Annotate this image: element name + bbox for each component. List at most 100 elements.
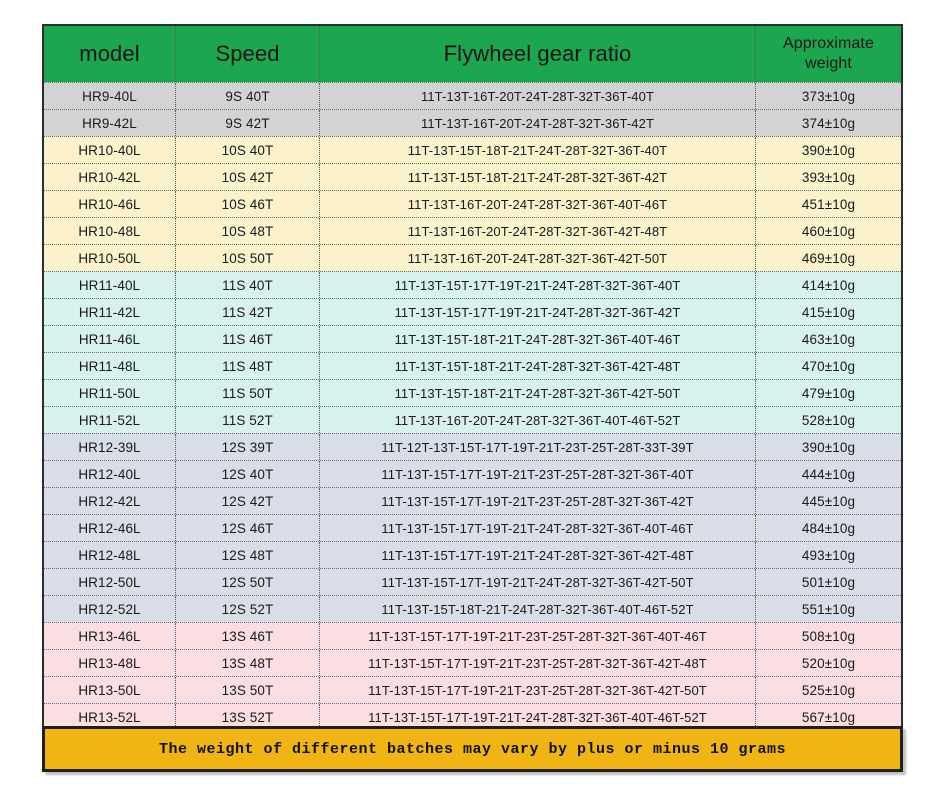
cell-model: HR12-50L	[44, 569, 176, 595]
cell-speed: 10S 46T	[176, 191, 320, 217]
cell-weight: 484±10g	[801, 520, 856, 536]
cell-model: HR12-48L	[44, 542, 176, 568]
cell-weight: 374±10g	[801, 115, 856, 131]
cell-model: HR10-42L	[44, 164, 176, 190]
cell-speed: 12S 42T	[176, 488, 320, 514]
cell-model: HR12-40L	[44, 461, 176, 487]
cell-model: HR10-48L	[44, 218, 176, 244]
cell-model: HR11-52L	[44, 407, 176, 433]
cell-model: HR13-50L	[44, 677, 176, 703]
cell-model: HR12-39L	[44, 434, 176, 460]
cell-weight: 393±10g	[801, 169, 856, 185]
cell-model: HR12-52L	[44, 596, 176, 622]
cell-model: HR13-48L	[44, 650, 176, 676]
table-row: HR13-46L 13S 46T 11T-13T-15T-17T-19T-21T…	[44, 622, 901, 649]
table-row: HR11-50L 11S 50T 11T-13T-15T-18T-21T-24T…	[44, 379, 901, 406]
table-row: HR12-42L 12S 42T 11T-13T-15T-17T-19T-21T…	[44, 487, 901, 514]
cell-model: HR11-46L	[44, 326, 176, 352]
cell-ratio: 11T-13T-15T-18T-21T-24T-28T-32T-36T-42T-…	[320, 353, 756, 379]
table-row: HR13-48L 13S 48T 11T-13T-15T-17T-19T-21T…	[44, 649, 901, 676]
cell-weight: 508±10g	[801, 628, 856, 644]
table-row: HR11-42L 11S 42T 11T-13T-15T-17T-19T-21T…	[44, 298, 901, 325]
cell-speed: 11S 42T	[176, 299, 320, 325]
table-row: HR13-52L 13S 52T 11T-13T-15T-17T-19T-21T…	[44, 703, 901, 730]
cell-speed: 11S 48T	[176, 353, 320, 379]
cell-ratio: 11T-13T-16T-20T-24T-28T-32T-36T-42T	[320, 110, 756, 136]
cell-speed: 9S 42T	[176, 110, 320, 136]
cell-weight: 414±10g	[801, 277, 856, 293]
table-header-row: model Speed Flywheel gear ratio Approxim…	[44, 26, 901, 82]
cell-ratio: 11T-12T-13T-15T-17T-19T-21T-23T-25T-28T-…	[320, 434, 756, 460]
cell-speed: 12S 39T	[176, 434, 320, 460]
cell-weight: 551±10g	[801, 601, 856, 617]
cell-ratio: 11T-13T-15T-17T-19T-21T-24T-28T-32T-36T-…	[320, 542, 756, 568]
cell-model: HR13-52L	[44, 704, 176, 730]
column-header-weight: Approximate weight	[783, 35, 874, 72]
table-row: HR11-48L 11S 48T 11T-13T-15T-18T-21T-24T…	[44, 352, 901, 379]
table-row: HR10-50L 10S 50T 11T-13T-16T-20T-24T-28T…	[44, 244, 901, 271]
spec-table: model Speed Flywheel gear ratio Approxim…	[42, 24, 903, 732]
cell-model: HR11-40L	[44, 272, 176, 298]
cell-ratio: 11T-13T-15T-17T-19T-21T-24T-28T-32T-36T-…	[320, 569, 756, 595]
cell-weight: 390±10g	[801, 142, 856, 158]
cell-speed: 10S 50T	[176, 245, 320, 271]
cell-ratio: 11T-13T-15T-17T-19T-21T-23T-25T-28T-32T-…	[320, 488, 756, 514]
cell-speed: 12S 50T	[176, 569, 320, 595]
cell-weight: 460±10g	[801, 223, 856, 239]
cell-ratio: 11T-13T-15T-17T-19T-21T-23T-25T-28T-32T-…	[320, 623, 756, 649]
cell-model: HR12-46L	[44, 515, 176, 541]
footer-note-text: The weight of different batches may vary…	[158, 740, 787, 758]
table-row: HR11-46L 11S 46T 11T-13T-15T-18T-21T-24T…	[44, 325, 901, 352]
cell-model: HR11-42L	[44, 299, 176, 325]
table-row: HR10-42L 10S 42T 11T-13T-15T-18T-21T-24T…	[44, 163, 901, 190]
cell-weight: 390±10g	[801, 439, 856, 455]
cell-weight: 528±10g	[801, 412, 856, 428]
table-row: HR10-40L 10S 40T 11T-13T-15T-18T-21T-24T…	[44, 136, 901, 163]
cell-speed: 10S 42T	[176, 164, 320, 190]
cell-ratio: 11T-13T-15T-17T-19T-21T-23T-25T-28T-32T-…	[320, 650, 756, 676]
cell-model: HR11-50L	[44, 380, 176, 406]
cell-ratio: 11T-13T-15T-18T-21T-24T-28T-32T-36T-42T-…	[320, 380, 756, 406]
cell-speed: 13S 48T	[176, 650, 320, 676]
cell-weight: 373±10g	[801, 88, 856, 104]
cell-model: HR9-42L	[44, 110, 176, 136]
table-row: HR12-50L 12S 50T 11T-13T-15T-17T-19T-21T…	[44, 568, 901, 595]
table-row: HR12-40L 12S 40T 11T-13T-15T-17T-19T-21T…	[44, 460, 901, 487]
cell-ratio: 11T-13T-15T-18T-21T-24T-28T-32T-36T-40T	[320, 137, 756, 163]
column-header-speed: Speed	[176, 26, 320, 82]
cell-speed: 13S 52T	[176, 704, 320, 730]
cell-speed: 11S 52T	[176, 407, 320, 433]
cell-model: HR10-46L	[44, 191, 176, 217]
table-row: HR10-46L 10S 46T 11T-13T-16T-20T-24T-28T…	[44, 190, 901, 217]
cell-ratio: 11T-13T-15T-17T-19T-21T-23T-25T-28T-32T-…	[320, 677, 756, 703]
table-row: HR12-48L 12S 48T 11T-13T-15T-17T-19T-21T…	[44, 541, 901, 568]
table-row: HR10-48L 10S 48T 11T-13T-16T-20T-24T-28T…	[44, 217, 901, 244]
cell-model: HR11-48L	[44, 353, 176, 379]
cell-weight: 470±10g	[801, 358, 856, 374]
cell-ratio: 11T-13T-15T-17T-19T-21T-24T-28T-32T-36T-…	[320, 515, 756, 541]
cell-weight: 444±10g	[801, 466, 856, 482]
column-header-model: model	[44, 26, 176, 82]
cell-speed: 11S 40T	[176, 272, 320, 298]
cell-model: HR10-50L	[44, 245, 176, 271]
cell-weight: 520±10g	[801, 655, 856, 671]
cell-ratio: 11T-13T-16T-20T-24T-28T-32T-36T-40T-46T	[320, 191, 756, 217]
cell-speed: 10S 48T	[176, 218, 320, 244]
cell-ratio: 11T-13T-16T-20T-24T-28T-32T-36T-40T-46T-…	[320, 407, 756, 433]
cell-speed: 12S 52T	[176, 596, 320, 622]
cell-ratio: 11T-13T-15T-17T-19T-21T-23T-25T-28T-32T-…	[320, 461, 756, 487]
table-row: HR12-52L 12S 52T 11T-13T-15T-18T-21T-24T…	[44, 595, 901, 622]
cell-weight: 501±10g	[801, 574, 856, 590]
table-row: HR9-42L 9S 42T 11T-13T-16T-20T-24T-28T-3…	[44, 109, 901, 136]
cell-speed: 10S 40T	[176, 137, 320, 163]
cell-ratio: 11T-13T-15T-18T-21T-24T-28T-32T-36T-40T-…	[320, 326, 756, 352]
cell-weight: 567±10g	[801, 709, 856, 725]
cell-weight: 493±10g	[801, 547, 856, 563]
cell-weight: 469±10g	[801, 250, 856, 266]
table-row: HR9-40L 9S 40T 11T-13T-16T-20T-24T-28T-3…	[44, 82, 901, 109]
table-row: HR12-39L 12S 39T 11T-12T-13T-15T-17T-19T…	[44, 433, 901, 460]
cell-ratio: 11T-13T-15T-18T-21T-24T-28T-32T-36T-42T	[320, 164, 756, 190]
cell-ratio: 11T-13T-16T-20T-24T-28T-32T-36T-42T-50T	[320, 245, 756, 271]
cell-weight: 451±10g	[801, 196, 856, 212]
